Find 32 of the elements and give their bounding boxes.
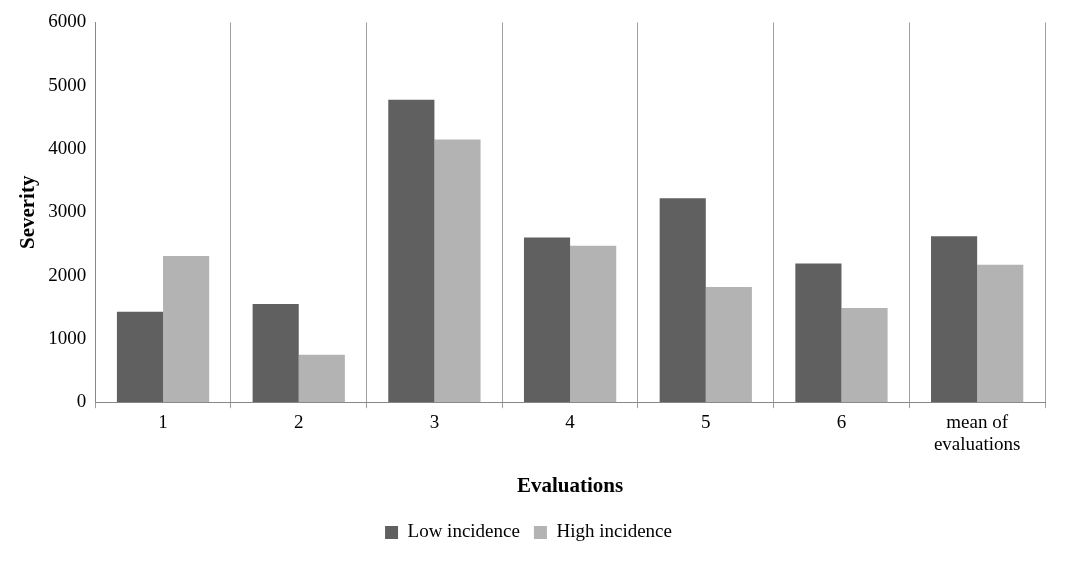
x-tick-label: 3: [429, 410, 440, 432]
bar: [298, 354, 345, 403]
bar: [841, 307, 888, 403]
legend-label: High incidence: [556, 520, 672, 542]
bar: [705, 286, 752, 403]
x-tick-label: 6: [836, 410, 847, 432]
x-tick-label: 5: [701, 410, 711, 432]
x-axis-title: Evaluations: [517, 472, 624, 497]
bar: [434, 139, 481, 403]
x-tick-label: 4: [565, 410, 576, 432]
bar: [570, 245, 617, 403]
y-tick-label: 3000: [48, 200, 87, 222]
x-tick-label: 1: [158, 410, 168, 432]
y-tick-label: 0: [76, 390, 87, 412]
y-tick-label: 5000: [48, 73, 87, 95]
bar: [659, 198, 706, 403]
y-axis-title: Severity: [15, 175, 40, 250]
x-tick-label: mean of evaluations: [933, 410, 1021, 455]
x-tick-label: 2: [293, 410, 304, 432]
bar: [931, 236, 978, 403]
y-tick-label: 6000: [48, 10, 87, 32]
y-tick-label: 4000: [48, 136, 87, 158]
bar: [163, 255, 210, 403]
bar: [523, 237, 571, 403]
bar: [795, 263, 842, 403]
legend-label: Low incidence: [407, 520, 520, 542]
bar: [977, 264, 1024, 403]
y-tick-label: 1000: [48, 326, 87, 348]
bar: [388, 99, 435, 403]
y-tick-label: 2000: [48, 263, 87, 285]
bar: [116, 311, 164, 403]
bar: [252, 304, 299, 403]
